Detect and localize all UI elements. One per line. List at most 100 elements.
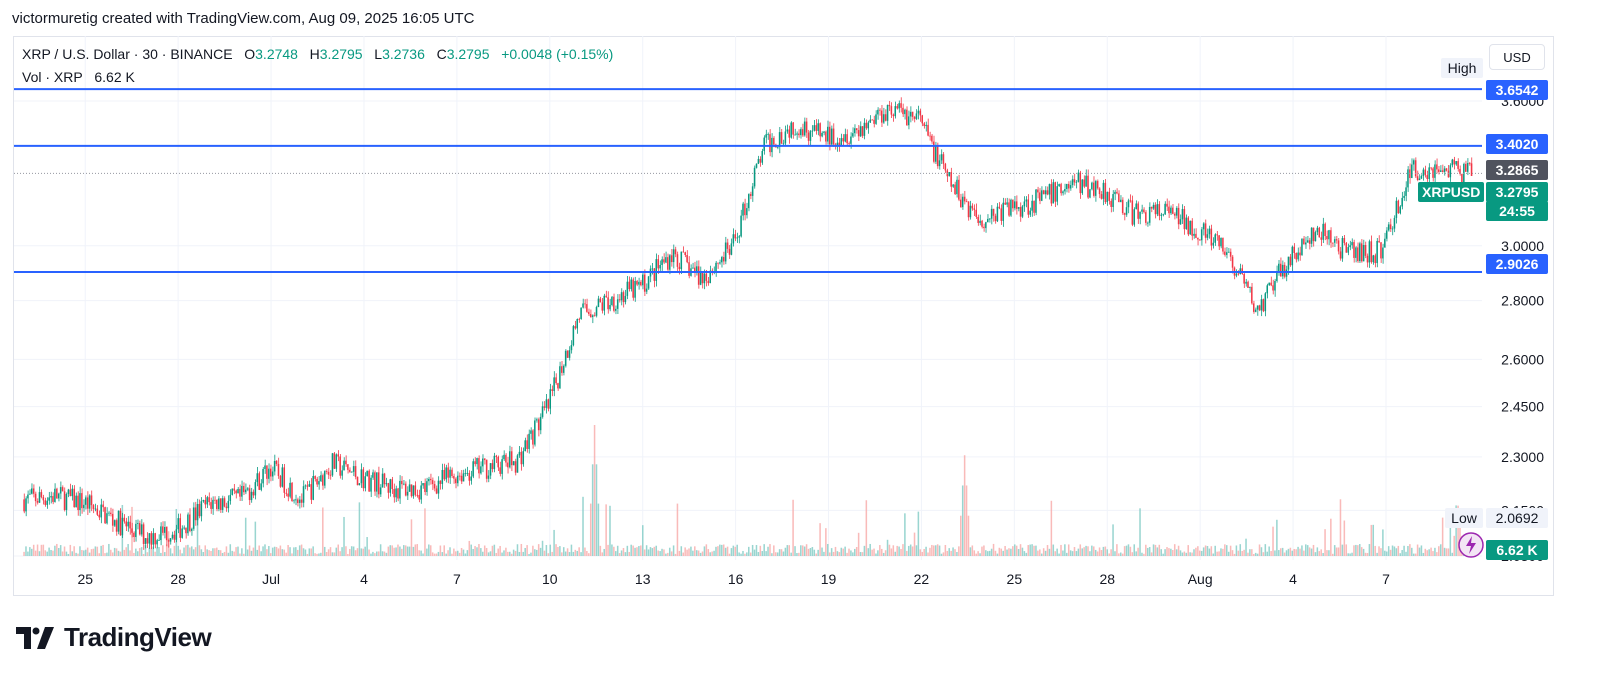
candle-body bbox=[127, 521, 129, 527]
candle-body bbox=[1268, 282, 1270, 286]
candle-body bbox=[248, 488, 251, 501]
volume-bar bbox=[300, 544, 303, 556]
candle-body bbox=[794, 134, 796, 136]
candle-body bbox=[640, 281, 642, 286]
volume-bar bbox=[322, 507, 324, 556]
volume-bar bbox=[374, 553, 376, 556]
volume-bar bbox=[44, 550, 47, 556]
candle-body bbox=[449, 469, 451, 478]
candle-body bbox=[607, 297, 609, 310]
volume-bar bbox=[464, 553, 467, 556]
volume-bar bbox=[36, 544, 39, 556]
volume-bar bbox=[146, 552, 149, 556]
volume-bar bbox=[364, 546, 366, 556]
candle-body bbox=[73, 488, 75, 508]
candle-body bbox=[42, 497, 45, 501]
candle-body bbox=[917, 110, 920, 114]
volume-bar bbox=[1416, 544, 1419, 556]
candle-body bbox=[801, 129, 804, 136]
volume-bar bbox=[1453, 535, 1455, 556]
volume-bar bbox=[389, 545, 392, 556]
volume-bar bbox=[1376, 552, 1378, 556]
volume-bar bbox=[792, 499, 794, 556]
candle-body bbox=[738, 236, 740, 238]
candle-body bbox=[1199, 239, 1201, 241]
candle-body bbox=[543, 406, 546, 408]
candle-body bbox=[886, 105, 889, 121]
candle-body bbox=[568, 350, 571, 358]
candle-body bbox=[391, 479, 393, 490]
assistant-spark-icon[interactable] bbox=[1456, 530, 1486, 560]
volume-bar bbox=[1039, 549, 1041, 556]
currency-button[interactable]: USD bbox=[1489, 44, 1545, 70]
candle-body bbox=[341, 470, 343, 476]
volume-bar bbox=[482, 551, 484, 556]
candle-body bbox=[805, 121, 808, 133]
candle-body bbox=[668, 255, 671, 270]
volume-bar bbox=[244, 517, 247, 556]
volume-bar bbox=[979, 553, 981, 556]
candle-body bbox=[898, 103, 900, 109]
volume-bar bbox=[34, 550, 37, 556]
volume-bar bbox=[1391, 545, 1394, 556]
volume-bar bbox=[952, 547, 954, 556]
volume-bar bbox=[568, 552, 571, 556]
volume-bar bbox=[1293, 548, 1295, 556]
low-value: 3.2736 bbox=[382, 46, 425, 62]
candle-body bbox=[990, 208, 993, 219]
candle-body bbox=[1015, 201, 1018, 209]
volume-bar bbox=[428, 544, 430, 556]
volume-bar bbox=[111, 552, 114, 556]
candle-body bbox=[582, 303, 584, 308]
candle-body bbox=[518, 451, 521, 456]
volume-bar bbox=[1021, 547, 1024, 556]
candle-body bbox=[1412, 160, 1415, 165]
candle-body bbox=[439, 480, 442, 484]
candle-body bbox=[537, 419, 540, 431]
volume-bar bbox=[634, 547, 636, 556]
candle-body bbox=[1424, 169, 1427, 176]
candle-body bbox=[113, 520, 116, 526]
volume-bar bbox=[1029, 544, 1031, 556]
volume-bar bbox=[32, 544, 35, 556]
candle-body bbox=[362, 469, 365, 489]
volume-bar bbox=[489, 551, 492, 556]
candle-body bbox=[1384, 238, 1386, 248]
footer-brand[interactable]: TradingView bbox=[16, 622, 212, 653]
volume-bar bbox=[441, 552, 444, 556]
candle-body bbox=[1158, 204, 1161, 216]
volume-bar bbox=[221, 552, 224, 556]
volume-bar bbox=[210, 550, 212, 556]
volume-label[interactable]: Vol · XRP bbox=[22, 69, 83, 85]
candle-body bbox=[368, 470, 370, 492]
volume-bar bbox=[56, 543, 58, 556]
low-level-tag: 2.0692 bbox=[1486, 508, 1548, 528]
close-value: 3.2795 bbox=[446, 46, 490, 62]
candle-body bbox=[965, 201, 968, 203]
symbol-title[interactable]: XRP / U.S. Dollar · 30 · BINANCE bbox=[22, 46, 233, 62]
volume-bar bbox=[235, 547, 237, 556]
candle-body bbox=[1378, 240, 1380, 243]
candle-body bbox=[850, 136, 852, 144]
candle-body bbox=[1416, 176, 1419, 180]
volume-bar bbox=[510, 553, 513, 556]
volume-bar bbox=[1098, 547, 1101, 556]
volume-bar bbox=[561, 552, 563, 556]
candle-body bbox=[1071, 179, 1074, 186]
volume-bar bbox=[852, 552, 854, 556]
volume-bar bbox=[1010, 548, 1012, 556]
volume-bar bbox=[349, 548, 351, 556]
volume-bar bbox=[63, 546, 66, 556]
volume-bar bbox=[1062, 550, 1064, 556]
volume-bar bbox=[333, 552, 336, 556]
volume-bar bbox=[967, 515, 970, 556]
candle-body bbox=[1428, 167, 1430, 180]
volume-bar bbox=[593, 425, 596, 556]
candle-body bbox=[25, 498, 27, 512]
candle-body bbox=[189, 514, 191, 531]
candle-body bbox=[559, 366, 561, 389]
candle-body bbox=[27, 494, 29, 499]
candle-body bbox=[1098, 188, 1101, 195]
candle-body bbox=[545, 399, 548, 408]
